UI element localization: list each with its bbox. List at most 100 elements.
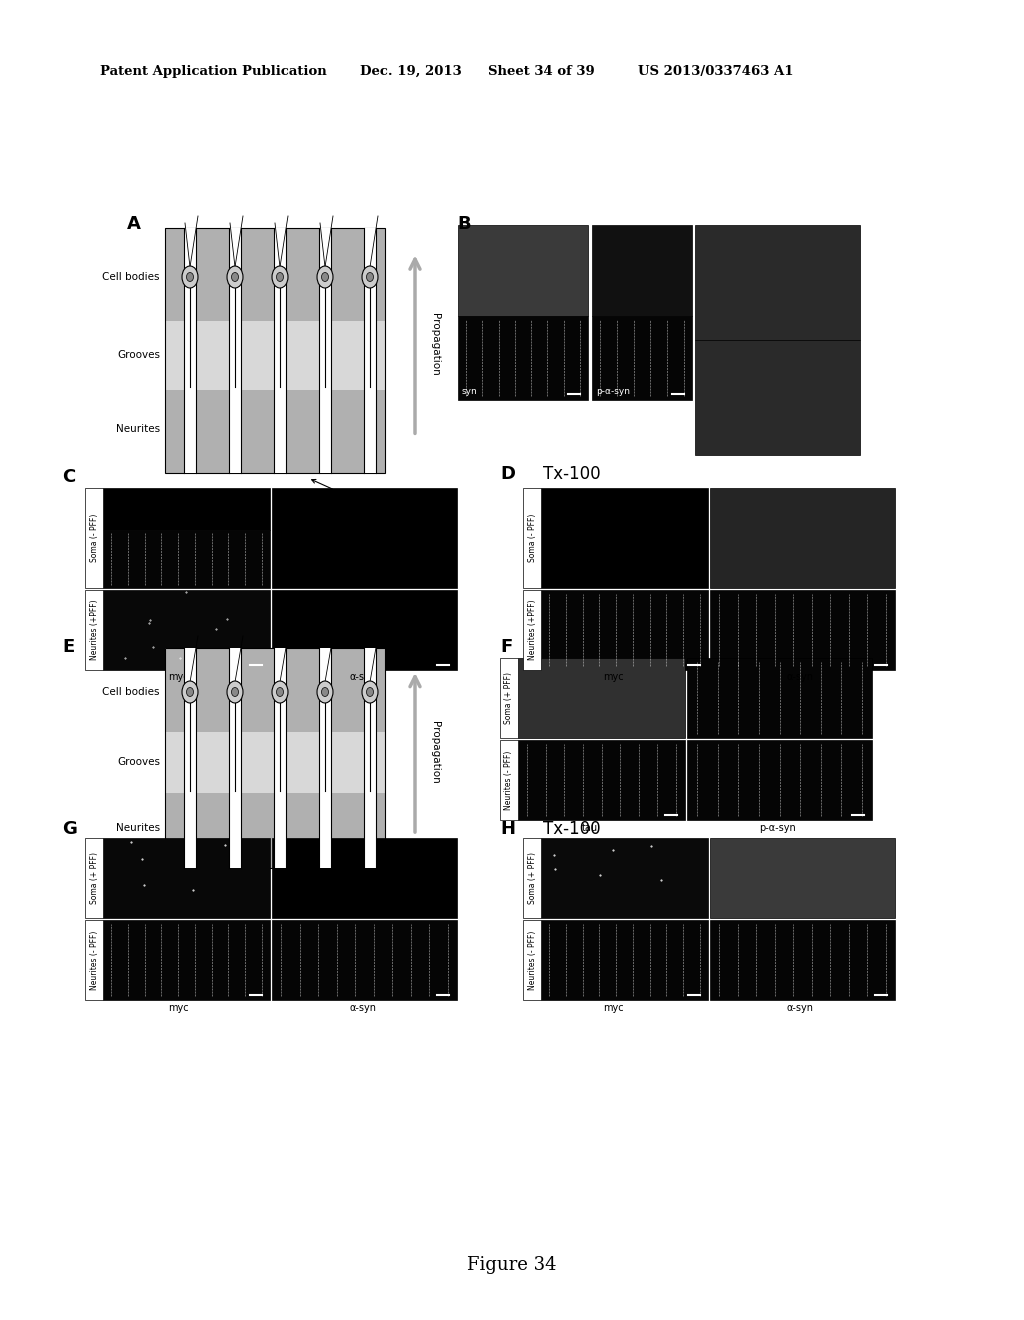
Bar bbox=[592, 224, 692, 315]
Bar bbox=[500, 657, 518, 738]
Bar bbox=[523, 590, 541, 671]
Text: Figure 34: Figure 34 bbox=[467, 1257, 557, 1274]
Text: p-α-syn: p-α-syn bbox=[596, 387, 630, 396]
Bar bbox=[541, 920, 708, 1001]
Bar bbox=[710, 488, 895, 587]
Bar bbox=[85, 920, 103, 1001]
Text: Tx-100: Tx-100 bbox=[543, 465, 601, 483]
Text: Grooves: Grooves bbox=[117, 758, 160, 767]
Text: tau: tau bbox=[582, 822, 598, 833]
Bar bbox=[272, 920, 457, 1001]
Bar bbox=[592, 315, 692, 400]
Bar bbox=[229, 228, 241, 473]
Bar bbox=[274, 648, 286, 869]
Bar bbox=[229, 648, 241, 869]
Bar bbox=[319, 648, 331, 869]
Text: Neurites (- PFF): Neurites (- PFF) bbox=[505, 750, 513, 809]
Text: Soma (- PFF): Soma (- PFF) bbox=[89, 513, 98, 562]
Ellipse shape bbox=[182, 267, 198, 288]
Ellipse shape bbox=[367, 272, 374, 281]
Bar bbox=[687, 657, 872, 738]
Bar bbox=[687, 741, 872, 820]
Bar bbox=[85, 590, 103, 671]
Text: myc: myc bbox=[603, 672, 624, 682]
Text: A: A bbox=[127, 215, 141, 234]
Bar bbox=[364, 648, 376, 869]
Text: Propagation: Propagation bbox=[430, 313, 440, 376]
Text: E: E bbox=[62, 638, 75, 656]
Bar bbox=[165, 793, 385, 869]
Ellipse shape bbox=[231, 688, 239, 697]
Ellipse shape bbox=[227, 681, 243, 704]
Bar bbox=[165, 321, 385, 389]
Text: Propagation: Propagation bbox=[430, 721, 440, 784]
Text: Cell bodies: Cell bodies bbox=[102, 686, 160, 697]
Text: D: D bbox=[500, 465, 515, 483]
Bar bbox=[85, 838, 103, 917]
Text: Soma (+ PFF): Soma (+ PFF) bbox=[505, 672, 513, 723]
Bar bbox=[523, 488, 541, 587]
Text: myc: myc bbox=[603, 1003, 624, 1012]
Bar bbox=[695, 341, 860, 455]
Text: Neurites (+PFF): Neurites (+PFF) bbox=[527, 599, 537, 660]
Text: p-α-syn: p-α-syn bbox=[759, 822, 796, 833]
Bar bbox=[184, 648, 196, 869]
Text: α-syn: α-syn bbox=[786, 1003, 813, 1012]
Ellipse shape bbox=[227, 267, 243, 288]
Bar bbox=[272, 838, 457, 917]
Text: Dec. 19, 2013: Dec. 19, 2013 bbox=[360, 65, 462, 78]
Bar bbox=[458, 315, 588, 400]
Bar bbox=[523, 838, 541, 917]
Bar bbox=[695, 224, 860, 341]
Bar bbox=[710, 920, 895, 1001]
Bar bbox=[274, 228, 286, 473]
Text: H: H bbox=[500, 820, 515, 838]
Bar bbox=[103, 590, 270, 671]
Bar bbox=[165, 228, 385, 473]
Text: Neurites: Neurites bbox=[116, 424, 160, 434]
Ellipse shape bbox=[362, 267, 378, 288]
Bar bbox=[541, 838, 708, 917]
Ellipse shape bbox=[317, 681, 333, 704]
Text: α-syn: α-syn bbox=[349, 672, 377, 682]
Bar bbox=[541, 488, 708, 587]
Text: Neurites: Neurites bbox=[116, 824, 160, 833]
Text: Tx-100: Tx-100 bbox=[543, 820, 601, 838]
Bar bbox=[165, 648, 385, 869]
Text: myc: myc bbox=[168, 1003, 188, 1012]
Bar bbox=[319, 228, 331, 473]
Text: Patent Application Publication: Patent Application Publication bbox=[100, 65, 327, 78]
Text: Neurites (- PFF): Neurites (- PFF) bbox=[527, 931, 537, 990]
Ellipse shape bbox=[362, 681, 378, 704]
Bar bbox=[272, 590, 457, 671]
Text: Neurites (+PFF): Neurites (+PFF) bbox=[89, 599, 98, 660]
Bar bbox=[523, 920, 541, 1001]
Bar bbox=[85, 488, 103, 587]
Text: syn: syn bbox=[462, 387, 478, 396]
Text: Fibrils: Fibrils bbox=[311, 479, 367, 503]
Ellipse shape bbox=[231, 272, 239, 281]
Text: Cell bodies: Cell bodies bbox=[102, 272, 160, 282]
Text: Grooves: Grooves bbox=[117, 350, 160, 360]
Bar bbox=[103, 531, 270, 587]
Bar bbox=[103, 488, 270, 531]
Ellipse shape bbox=[317, 267, 333, 288]
Bar bbox=[103, 920, 270, 1001]
Text: US 2013/0337463 A1: US 2013/0337463 A1 bbox=[638, 65, 794, 78]
Bar bbox=[541, 590, 708, 671]
Ellipse shape bbox=[322, 688, 329, 697]
Text: α-syn: α-syn bbox=[786, 672, 813, 682]
Ellipse shape bbox=[186, 272, 194, 281]
Bar bbox=[184, 228, 196, 473]
Text: B: B bbox=[457, 215, 471, 234]
Ellipse shape bbox=[272, 267, 288, 288]
Text: Fibrils: Fibrils bbox=[289, 611, 330, 640]
Ellipse shape bbox=[367, 688, 374, 697]
Bar bbox=[165, 228, 385, 321]
Ellipse shape bbox=[182, 681, 198, 704]
Ellipse shape bbox=[322, 272, 329, 281]
Bar bbox=[272, 488, 457, 587]
Text: F: F bbox=[500, 638, 512, 656]
Bar bbox=[710, 838, 895, 917]
Bar bbox=[165, 648, 385, 731]
